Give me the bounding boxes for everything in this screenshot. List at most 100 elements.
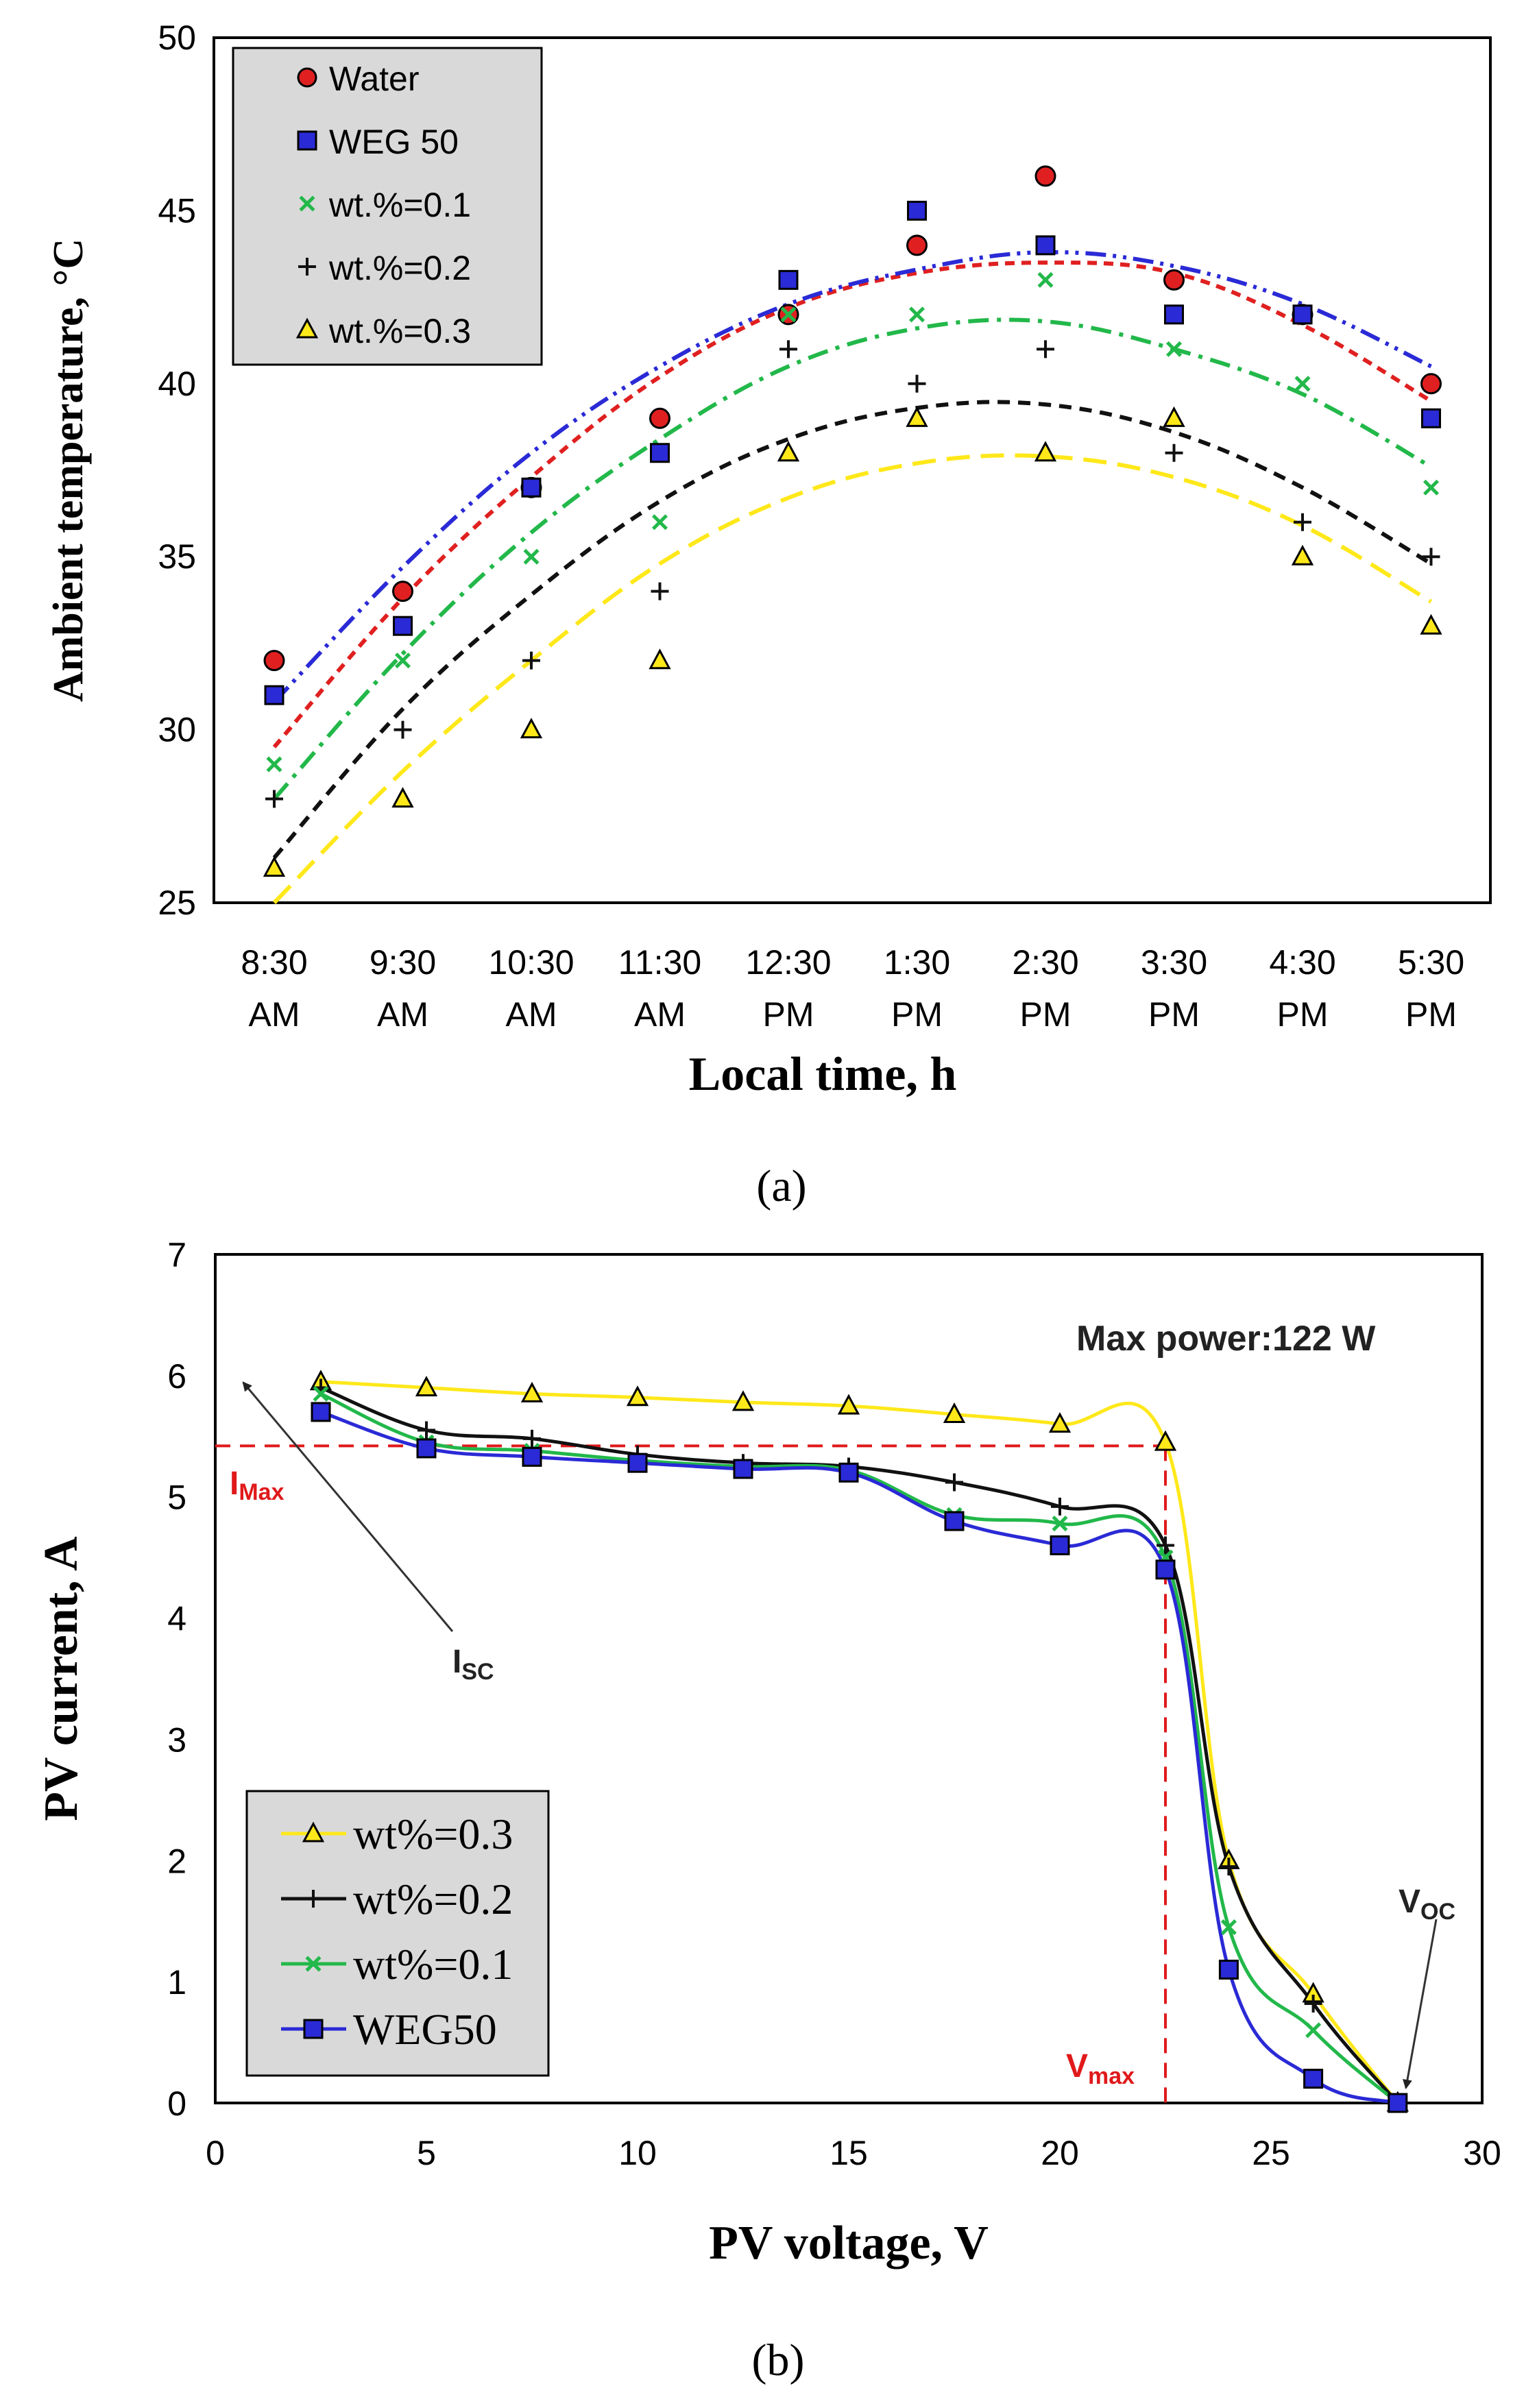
chart-a-legend-entry: Water	[297, 60, 420, 98]
chart-a-x-ticks: 8:30AM9:30AM10:30AM11:30AM12:30PM1:30PM2…	[241, 943, 1464, 1034]
chart-b-point-wt02	[1304, 1994, 1322, 2012]
chart-a-x-axis-title: Local time, h	[689, 1048, 957, 1101]
chart-a-point-wt03	[263, 856, 286, 877]
vmax-label-sub: max	[1088, 2063, 1135, 2089]
chart-b-point-wt02	[945, 1473, 963, 1492]
chart-a-point-water	[263, 650, 285, 672]
chart-a-y-axis-title: Ambient temperature, °C	[45, 239, 92, 702]
chart-a-x-tick-time: 3:30	[1141, 943, 1207, 982]
chart-a-point-wt03	[1034, 441, 1057, 462]
chart-a-point-water	[392, 581, 413, 603]
chart-b-legend-entry: wt%=0.3	[281, 1810, 513, 1858]
chart-a-legend-box	[232, 47, 543, 366]
chart-a-trend-wt01	[272, 317, 1432, 801]
chart-a-legend-marker-wt02	[298, 258, 316, 276]
chart-b-legend-entry: wt%=0.2	[281, 1875, 513, 1923]
chart-a-x-tick-ampm: PM	[1405, 995, 1457, 1034]
chart-a-y-tick-label: 35	[158, 537, 196, 576]
chart-a-point-wt02	[779, 340, 797, 358]
chart-a-legend-entry: WEG 50	[297, 123, 459, 161]
chart-b-y-axis-title: PV current, A	[35, 1536, 88, 1821]
chart-a-point-wt02	[1037, 340, 1054, 358]
chart-b-point-wt01	[1052, 1516, 1068, 1532]
chart-b-legend-label: wt%=0.1	[353, 1940, 513, 1989]
chart-b-x-tick-label: 25	[1252, 2134, 1290, 2172]
chart-a-point-weg50	[1164, 304, 1184, 325]
imax-label-sub: Max	[239, 1479, 284, 1505]
chart-a-point-wt01	[1294, 376, 1311, 392]
chart-a-legend: Water WEG 50 wt.%=0.1 wt.%=0.2 wt.%=0.3	[232, 47, 543, 366]
chart-a-legend-entry: wt.%=0.3	[295, 312, 471, 350]
chart-a-point-water	[1034, 165, 1056, 187]
chart-a-trend-wt03	[272, 453, 1433, 905]
chart-a-point-wt01	[908, 306, 925, 323]
chart-b-x-tick-label: 30	[1463, 2134, 1501, 2172]
chart-a-point-wt02	[1422, 548, 1440, 566]
chart-b-legend-marker-wt01	[305, 1956, 322, 1972]
chart-a-x-tick-time: 11:30	[618, 943, 701, 982]
chart-a-trend-wt02	[272, 400, 1433, 860]
chart-a-trend-lines	[272, 250, 1433, 905]
chart-b-point-wt03	[1048, 1412, 1072, 1433]
chart-a-x-tick-time: 9:30	[370, 943, 436, 982]
chart-b-point-weg50	[1218, 1959, 1239, 1980]
chart-a-point-wt02	[1294, 513, 1311, 531]
chart-a-point-weg50	[1421, 408, 1441, 428]
chart-b-point-wt03	[731, 1390, 755, 1411]
chart-b-y-tick-label: 2	[167, 1842, 186, 1880]
chart-a-legend-label: WEG 50	[329, 123, 459, 161]
chart-b-data-points	[309, 1370, 1409, 2113]
chart-a-point-wt03	[777, 441, 800, 462]
max-power-annotation: Max power:122 W	[1076, 1319, 1376, 1359]
chart-b-legend-label: wt%=0.3	[353, 1810, 513, 1858]
chart-b-y-tick-label: 4	[167, 1600, 186, 1638]
chart-b-point-wt02	[417, 1421, 435, 1439]
chart-a-x-tick-label: 11:30 AM	[618, 943, 701, 1034]
chart-b-y-tick-label: 0	[167, 2084, 186, 2123]
chart-a-point-wt01	[651, 514, 668, 531]
chart-a-point-wt03	[1163, 406, 1185, 427]
chart-b-y-tick-label: 6	[167, 1357, 186, 1396]
chart-b-point-wt01	[1305, 2022, 1322, 2039]
vmax-label-main: V	[1066, 2048, 1088, 2084]
chart-a-x-tick-ampm: PM	[1277, 995, 1329, 1034]
chart-b-point-wt03	[1154, 1430, 1177, 1451]
chart-a-x-tick-label: 4:30 PM	[1269, 943, 1335, 1034]
voc-label-sub: OC	[1420, 1899, 1455, 1925]
chart-a-point-weg50	[264, 685, 285, 705]
chart-a-point-weg50	[521, 477, 542, 498]
chart-a-x-tick-time: 12:30	[745, 943, 831, 982]
chart-b-legend-label: WEG50	[353, 2005, 497, 2054]
chart-a-legend-label: wt.%=0.3	[328, 312, 471, 350]
chart-b-point-weg50	[627, 1452, 648, 1473]
chart-a-point-wt03	[1291, 544, 1314, 565]
chart-a-point-wt01	[394, 653, 411, 669]
chart-a-x-tick-ampm: AM	[506, 995, 557, 1034]
chart-b-point-weg50	[1388, 2093, 1408, 2113]
chart-a-legend-label: Water	[329, 60, 420, 98]
chart-b-legend-marker-weg50	[303, 2019, 324, 2039]
chart-a-point-wt02	[651, 582, 669, 600]
isc-label: ISC	[452, 1644, 494, 1685]
chart-a-y-tick-label: 30	[158, 711, 196, 749]
chart-b-point-wt03	[837, 1394, 860, 1415]
chart-b-legend-entry: wt%=0.1	[281, 1940, 513, 1989]
voc-arrow	[1403, 1919, 1438, 2089]
chart-a-point-wt03	[520, 718, 543, 739]
chart-b-legend-label: wt%=0.2	[353, 1875, 513, 1923]
chart-b-point-weg50	[311, 1402, 331, 1422]
chart-a-x-tick-time: 4:30	[1269, 943, 1335, 982]
chart-a-y-tick-label: 25	[158, 884, 196, 922]
chart-b-y-tick-label: 3	[167, 1720, 186, 1759]
chart-b-point-weg50	[522, 1446, 542, 1467]
chart-a-point-water	[649, 407, 670, 429]
chart-a-x-tick-time: 1:30	[884, 943, 950, 982]
isc-label-main: I	[452, 1644, 461, 1680]
chart-a-x-tick-ampm: PM	[1148, 995, 1200, 1034]
isc-arrow	[242, 1381, 454, 1632]
chart-a-point-wt02	[265, 790, 283, 808]
chart-b-x-tick-label: 5	[417, 2134, 436, 2172]
